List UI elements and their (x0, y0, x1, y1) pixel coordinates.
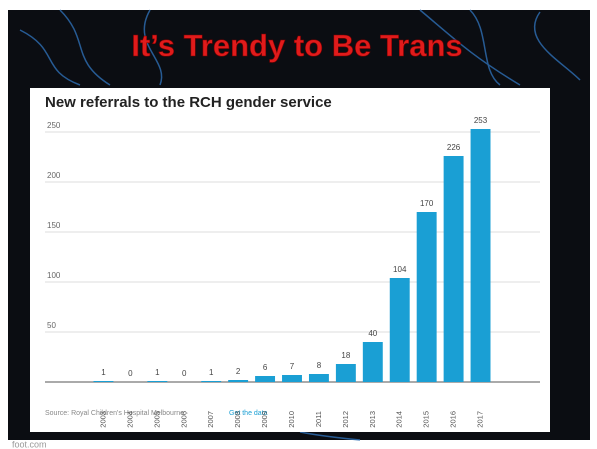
bar (228, 380, 248, 382)
chart-title: New referrals to the RCH gender service (45, 94, 332, 111)
x-tick-label: 2006 (179, 411, 188, 428)
value-label: 0 (128, 369, 133, 378)
value-label: 7 (290, 362, 295, 371)
bar (390, 278, 410, 382)
value-label: 2 (236, 367, 241, 376)
bar (417, 212, 437, 382)
x-tick-label: 2010 (287, 411, 296, 428)
x-tick-label: 2004 (125, 411, 134, 428)
bar (255, 376, 275, 382)
value-label: 253 (474, 116, 488, 125)
x-tick-label: 2012 (341, 411, 350, 428)
page: {"slide_title": "It’s Trendy to Be Trans… (0, 0, 597, 449)
bar (282, 375, 302, 382)
y-tick-label: 250 (47, 121, 61, 130)
bar (147, 381, 167, 382)
x-tick-label: 2008 (233, 411, 242, 428)
x-tick-label: 2016 (449, 411, 458, 428)
value-label: 1 (101, 368, 106, 377)
x-tick-label: 2005 (152, 411, 161, 428)
bar (363, 342, 383, 382)
y-tick-label: 150 (47, 221, 61, 230)
value-label: 1 (155, 368, 160, 377)
source-note: Source: Royal Children's Hospital Melbou… (45, 410, 188, 417)
value-label: 18 (341, 351, 350, 360)
value-label: 226 (447, 143, 461, 152)
x-tick-label: 2017 (476, 411, 485, 428)
bar (201, 381, 221, 382)
x-tick-label: 2013 (368, 411, 377, 428)
y-tick-label: 50 (47, 321, 56, 330)
x-tick-label: 2009 (260, 411, 269, 428)
x-tick-label: 2003 (98, 411, 107, 428)
value-label: 1 (209, 368, 214, 377)
value-label: 6 (263, 363, 268, 372)
watermark: foot.com (12, 439, 47, 449)
bar (336, 364, 356, 382)
slide: It’s Trendy to Be Trans New referrals to… (0, 0, 597, 449)
value-label: 104 (393, 265, 407, 274)
slide-title: It’s Trendy to Be Trans (131, 28, 462, 63)
bar (309, 374, 329, 382)
bar (471, 129, 491, 382)
x-tick-label: 2015 (422, 411, 431, 428)
value-label: 170 (420, 199, 434, 208)
value-label: 40 (368, 329, 377, 338)
x-tick-label: 2007 (206, 411, 215, 428)
value-label: 8 (317, 361, 322, 370)
y-tick-label: 200 (47, 171, 61, 180)
y-tick-label: 100 (47, 271, 61, 280)
value-label: 0 (182, 369, 187, 378)
x-tick-label: 2011 (314, 411, 323, 427)
bar (94, 381, 114, 382)
x-tick-label: 2014 (395, 411, 404, 428)
bar (444, 156, 464, 382)
